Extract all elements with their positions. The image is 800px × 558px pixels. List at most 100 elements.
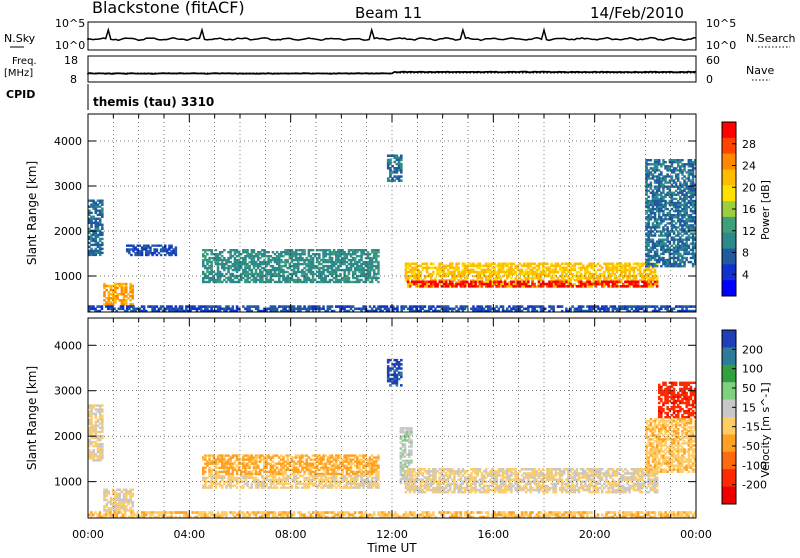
power-cell bbox=[584, 285, 587, 288]
power-cell bbox=[650, 159, 653, 161]
velocity-cell bbox=[305, 463, 308, 465]
power-cell bbox=[628, 305, 631, 308]
velocity-cell bbox=[343, 456, 346, 458]
power-cell bbox=[305, 265, 308, 267]
velocity-cell bbox=[362, 461, 365, 463]
power-cell bbox=[666, 188, 669, 190]
power-cell bbox=[312, 249, 315, 251]
velocity-cell bbox=[227, 471, 230, 473]
cpid-label: CPID bbox=[6, 88, 35, 101]
power-cell bbox=[419, 277, 422, 280]
power-cell bbox=[580, 281, 583, 284]
velocity-cell bbox=[286, 463, 289, 465]
power-cell bbox=[685, 177, 688, 179]
velocity-cell bbox=[377, 471, 380, 473]
power-cell bbox=[229, 261, 232, 263]
power-cell bbox=[495, 265, 498, 268]
power-cell bbox=[647, 190, 650, 192]
power-cell bbox=[647, 269, 650, 272]
power-cell bbox=[489, 281, 492, 284]
power-cell bbox=[666, 308, 669, 311]
power-cell bbox=[419, 265, 422, 268]
power-cell bbox=[407, 281, 410, 284]
power-cell bbox=[286, 271, 289, 273]
freq-tick-top: 18 bbox=[64, 54, 78, 67]
velocity-cell bbox=[316, 467, 319, 469]
power-cell bbox=[267, 308, 270, 311]
power-cell bbox=[153, 252, 156, 254]
nsky-strip bbox=[88, 22, 696, 50]
velocity-cell bbox=[101, 451, 104, 453]
power-cell bbox=[647, 196, 650, 198]
power-cell bbox=[424, 283, 427, 286]
power-cell bbox=[504, 281, 507, 284]
freq-strip bbox=[88, 56, 696, 82]
power-cell bbox=[571, 285, 574, 288]
freq-unit: [MHz] bbox=[4, 68, 33, 79]
power-cell bbox=[666, 169, 669, 171]
title: Blackstone (fitACF) bbox=[92, 0, 245, 17]
power-cell bbox=[436, 285, 439, 288]
velocity-cell bbox=[101, 437, 104, 439]
power-cell bbox=[685, 230, 688, 232]
power-cell bbox=[101, 234, 104, 236]
power-cell bbox=[324, 255, 327, 257]
power-cell bbox=[114, 301, 117, 303]
power-cell bbox=[286, 261, 289, 263]
power-cell bbox=[609, 281, 612, 284]
power-cell bbox=[601, 267, 604, 270]
power-cell bbox=[590, 308, 593, 311]
velocity-cell bbox=[92, 451, 95, 453]
power-cell bbox=[210, 257, 213, 259]
velocity-cell bbox=[210, 475, 213, 477]
power-cell bbox=[552, 265, 555, 268]
power-cell bbox=[609, 269, 612, 272]
power-cell bbox=[647, 226, 650, 228]
power-cell bbox=[683, 265, 686, 267]
power-cell bbox=[232, 308, 235, 311]
power-cell bbox=[647, 204, 650, 206]
power-cell bbox=[206, 253, 209, 255]
power-cell bbox=[685, 308, 688, 311]
velocity-cell bbox=[206, 477, 209, 479]
power-cell bbox=[502, 308, 505, 311]
velocity-cell bbox=[362, 456, 365, 458]
power-cell bbox=[656, 265, 659, 267]
power-cell bbox=[565, 281, 568, 284]
power-cell bbox=[324, 269, 327, 271]
power-cell bbox=[685, 181, 688, 183]
power-cell bbox=[481, 281, 484, 284]
power-cell bbox=[514, 285, 517, 288]
power-cell bbox=[647, 236, 650, 238]
power-cell bbox=[248, 308, 251, 311]
velocity-cell bbox=[350, 467, 353, 469]
power-cell bbox=[143, 308, 146, 311]
nave-tick-top: 60 bbox=[706, 54, 720, 67]
velocity-cell bbox=[101, 423, 104, 425]
power-cell bbox=[512, 281, 515, 284]
power-cell bbox=[552, 308, 555, 311]
velocity-cell bbox=[265, 467, 268, 469]
power-cell bbox=[125, 291, 128, 293]
velocity-cell bbox=[223, 477, 226, 479]
power-cell bbox=[131, 297, 134, 299]
velocity-cell bbox=[99, 459, 102, 461]
power-cell bbox=[248, 273, 251, 275]
power-cell bbox=[533, 308, 536, 311]
nsky-right-tick-top: 10^5 bbox=[706, 17, 736, 30]
power-cell bbox=[514, 308, 517, 311]
power-cell bbox=[432, 263, 435, 266]
power-cell bbox=[303, 253, 306, 255]
power-cell bbox=[685, 220, 688, 222]
power-cell bbox=[101, 216, 104, 218]
power-cell bbox=[134, 248, 137, 250]
velocity-cell bbox=[248, 456, 251, 458]
velocity-cell bbox=[210, 471, 213, 473]
power-cell bbox=[685, 204, 688, 206]
power-cell bbox=[685, 232, 688, 234]
power-cell bbox=[685, 253, 688, 255]
power-cell bbox=[550, 285, 553, 288]
power-cell bbox=[666, 202, 669, 204]
power-cell bbox=[324, 265, 327, 267]
velocity-cell bbox=[362, 467, 365, 469]
